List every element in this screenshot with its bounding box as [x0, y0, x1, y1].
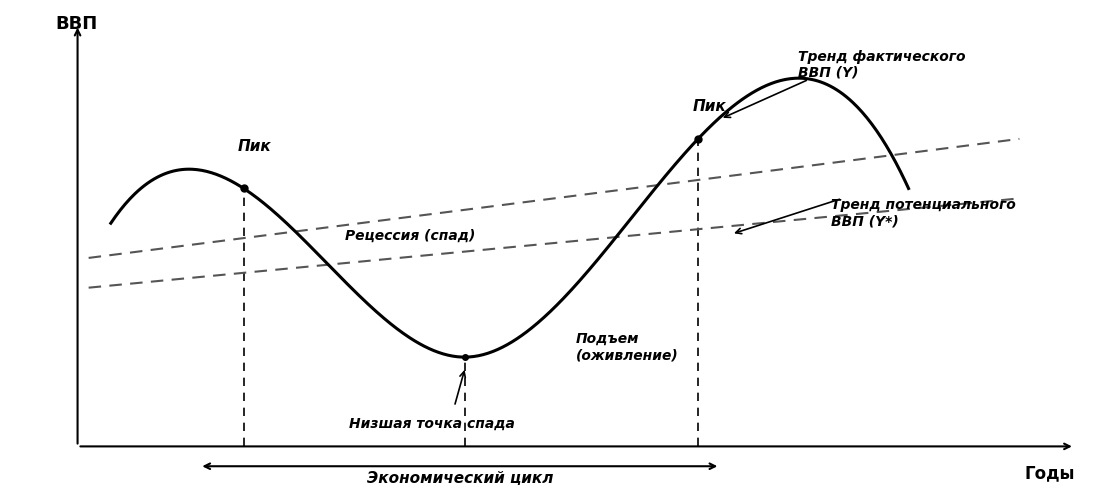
- Text: Пик: Пик: [238, 139, 271, 154]
- Text: Годы: Годы: [1024, 464, 1075, 482]
- Text: Подъем
(оживление): Подъем (оживление): [576, 332, 679, 362]
- Text: Экономический цикл: Экономический цикл: [367, 471, 553, 486]
- Text: Тренд фактического
ВВП (Y): Тренд фактического ВВП (Y): [798, 50, 965, 80]
- Text: Тренд потенциального
ВВП (Y*): Тренд потенциального ВВП (Y*): [831, 198, 1016, 229]
- Text: Рецессия (спад): Рецессия (спад): [345, 229, 475, 243]
- Text: Пик: Пик: [692, 99, 726, 114]
- Text: Низшая точка спада: Низшая точка спада: [349, 417, 515, 431]
- Text: ВВП: ВВП: [55, 15, 98, 33]
